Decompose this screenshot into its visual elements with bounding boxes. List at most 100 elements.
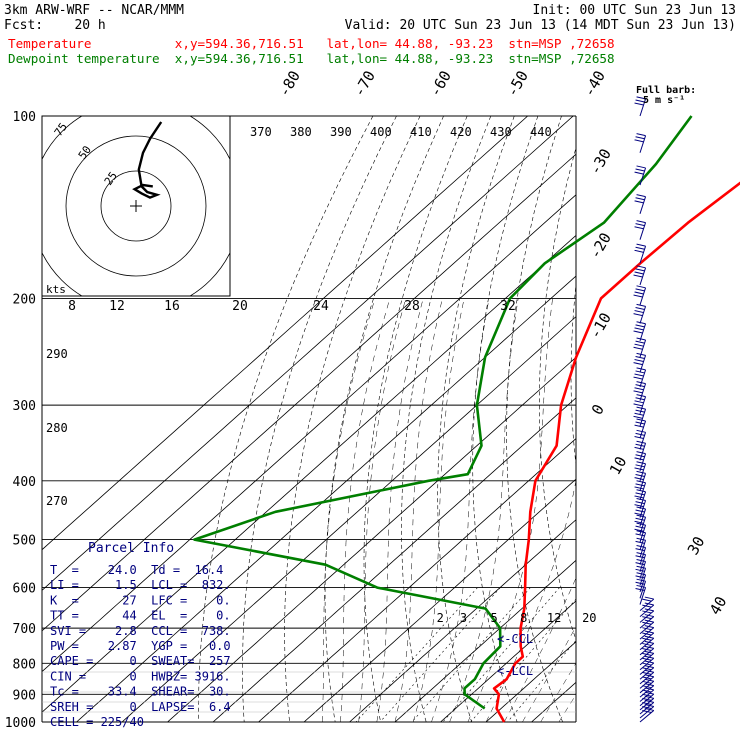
wind-barb-flag bbox=[636, 498, 646, 502]
parcel-info-row: CELL = 225/40 bbox=[50, 715, 144, 729]
isotherm-label: -60 bbox=[426, 68, 455, 100]
pressure-label: 400 bbox=[13, 475, 36, 490]
wind-barb bbox=[634, 243, 647, 264]
wind-barb-flag bbox=[636, 352, 646, 356]
wind-barb bbox=[634, 514, 647, 535]
moist-adiabat bbox=[431, 298, 490, 722]
barb-legend-line1: Full barb: bbox=[636, 85, 696, 96]
parcel-info-row: K = 27 LFC = 0. bbox=[50, 593, 231, 607]
parcel-info-row: SREH = 0 LAPSE= 6.4 bbox=[50, 700, 231, 714]
isotherm-line bbox=[42, 153, 576, 632]
wind-barb-flag bbox=[642, 702, 652, 705]
wind-barb-flag bbox=[633, 346, 643, 350]
wind-barb-flag bbox=[644, 678, 654, 682]
wind-barb bbox=[635, 584, 647, 605]
wind-barb-flag bbox=[635, 555, 645, 559]
wind-barb bbox=[634, 220, 647, 240]
wind-barb-flag bbox=[634, 310, 644, 314]
wind-barb-flag bbox=[636, 461, 646, 465]
wind-barb-flag bbox=[644, 660, 654, 664]
init-time: Init: 00 UTC Sun 23 Jun 13 bbox=[532, 3, 737, 18]
wind-barb-flag bbox=[635, 509, 645, 513]
wind-barb-flag bbox=[642, 621, 652, 625]
wind-barb-flag bbox=[635, 288, 645, 292]
wind-barb-flag bbox=[642, 689, 652, 693]
wind-barb-flag bbox=[634, 520, 644, 524]
wind-barb-shaft bbox=[639, 306, 647, 324]
wind-barb-flag bbox=[636, 265, 646, 269]
dewpoint-legend: Dewpoint temperature x,y=594.36,716.51 l… bbox=[8, 51, 615, 66]
wind-barb-flag bbox=[633, 362, 643, 366]
isotherm-label: -70 bbox=[350, 68, 379, 100]
dry-adiabat bbox=[472, 116, 539, 722]
wind-barb-flag bbox=[635, 384, 645, 388]
wind-barb-flag bbox=[635, 340, 645, 344]
moist-adiabat bbox=[558, 694, 576, 722]
wind-barb-flag bbox=[636, 514, 646, 518]
wind-barb-shaft bbox=[639, 246, 647, 264]
wind-barb bbox=[639, 707, 655, 723]
parcel-info-row: PW = 2.87 YGP = 0.0 bbox=[50, 639, 231, 653]
wind-barb-flag bbox=[634, 412, 644, 416]
wind-barb-flag bbox=[642, 647, 652, 651]
wind-barb bbox=[634, 418, 647, 439]
wind-barb-flag bbox=[636, 522, 646, 526]
wind-barb-flag bbox=[635, 517, 645, 521]
theta-label: 380 bbox=[290, 125, 312, 139]
wind-barb-shaft bbox=[639, 554, 647, 572]
wind-barb-flag bbox=[635, 355, 645, 359]
wind-barb-flag bbox=[635, 464, 645, 468]
wind-barb-flag bbox=[636, 165, 646, 169]
wind-barb-flag bbox=[634, 504, 644, 508]
isotherm-line bbox=[303, 478, 576, 722]
wind-barb bbox=[633, 367, 647, 388]
wind-barb-flag bbox=[636, 394, 646, 398]
isotherm-label: -20 bbox=[586, 230, 615, 262]
moist-adiabat bbox=[540, 662, 576, 722]
barb-legend-line2: 5 m s⁻¹ bbox=[643, 95, 685, 106]
speed-label: 16 bbox=[164, 299, 180, 314]
pressure-label: 500 bbox=[13, 534, 36, 549]
parcel-info-row: Tc = 33.4 SHEAR= 30. bbox=[50, 685, 231, 699]
mixing-ratio-label: 2 bbox=[437, 611, 444, 625]
wind-barb-flag bbox=[644, 691, 654, 695]
wind-barb-flag bbox=[644, 683, 654, 687]
wind-barb-flag bbox=[634, 200, 644, 204]
wind-barb-flag bbox=[635, 492, 645, 496]
wind-barb-flag bbox=[635, 562, 645, 566]
speed-label: 24 bbox=[313, 299, 329, 314]
wind-barb-flag bbox=[644, 640, 654, 644]
mixing-ratio-label: 5 bbox=[490, 611, 497, 625]
wind-barb-flag bbox=[635, 223, 645, 227]
isotherm-label: -30 bbox=[586, 146, 615, 178]
wind-barb-flag bbox=[634, 327, 644, 331]
wind-barb-flag bbox=[634, 457, 644, 461]
isotherm-line bbox=[258, 438, 576, 722]
isotherm-label: 10 bbox=[606, 453, 631, 478]
wind-barb-shaft bbox=[639, 135, 647, 153]
wind-barb bbox=[634, 133, 647, 153]
pressure-label: 1000 bbox=[5, 716, 36, 731]
wind-barb-shaft bbox=[639, 167, 647, 186]
isotherm-line bbox=[485, 641, 576, 722]
hodograph-units: kts bbox=[46, 283, 66, 296]
isotherm-line bbox=[42, 116, 574, 591]
wind-barb bbox=[633, 321, 647, 342]
wind-barb-flag bbox=[642, 710, 652, 714]
wind-barb-shaft bbox=[639, 706, 655, 719]
wind-barb-flag bbox=[642, 662, 652, 666]
wind-barb-flag bbox=[634, 486, 644, 490]
theta-label: 370 bbox=[250, 125, 272, 139]
wind-barb-flag bbox=[635, 525, 645, 529]
isotherm-line bbox=[167, 356, 576, 722]
wind-barb-shaft bbox=[639, 196, 647, 214]
parcel-info-row: CAPE = 0 SWEAT= 257 bbox=[50, 654, 231, 668]
wind-barb-flag bbox=[636, 572, 646, 576]
isotherm-label: -80 bbox=[275, 68, 304, 100]
wind-barb-flag bbox=[633, 274, 643, 278]
wind-barb-flag bbox=[644, 625, 654, 629]
wind-barb-shaft bbox=[639, 323, 647, 342]
wind-barb bbox=[639, 608, 655, 623]
wind-barb-flag bbox=[636, 321, 646, 325]
wind-barb-flag bbox=[636, 470, 646, 474]
